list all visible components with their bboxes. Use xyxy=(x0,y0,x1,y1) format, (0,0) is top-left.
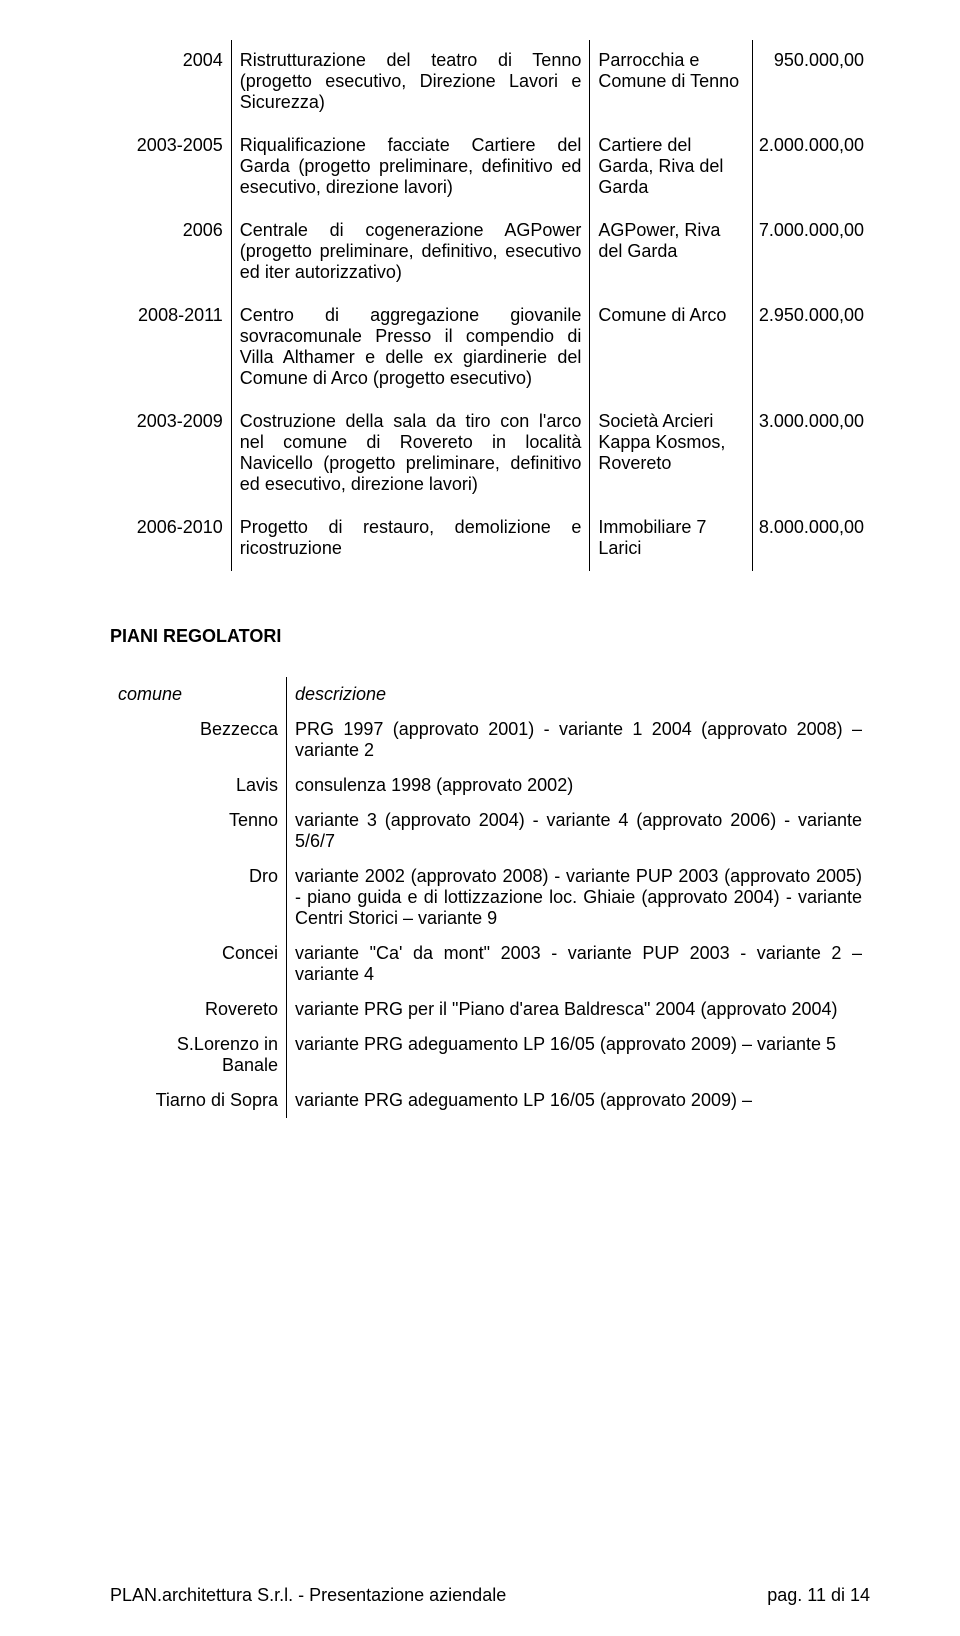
cell-comune: Concei xyxy=(110,936,287,992)
table-head-row: comune descrizione xyxy=(110,677,870,712)
head-comune: comune xyxy=(110,677,287,712)
cell-desc: variante 3 (approvato 2004) - variante 4… xyxy=(287,803,871,859)
cell-comune: Bezzecca xyxy=(110,712,287,768)
cell-client: Immobiliare 7 Larici xyxy=(590,507,753,571)
cell-desc: Centro di aggregazione giovanile sovraco… xyxy=(231,295,590,401)
table-row: 2003-2009 Costruzione della sala da tiro… xyxy=(110,401,870,507)
cell-desc: consulenza 1998 (approvato 2002) xyxy=(287,768,871,803)
cell-amount: 8.000.000,00 xyxy=(752,507,870,571)
footer-left: PLAN.architettura S.r.l. - Presentazione… xyxy=(110,1585,506,1606)
cell-desc: Costruzione della sala da tiro con l'arc… xyxy=(231,401,590,507)
cell-desc: PRG 1997 (approvato 2001) - variante 1 2… xyxy=(287,712,871,768)
cell-desc: Ristrutturazione del teatro di Tenno (pr… xyxy=(231,40,590,125)
table-row: Bezzecca PRG 1997 (approvato 2001) - var… xyxy=(110,712,870,768)
section-title: PIANI REGOLATORI xyxy=(110,626,870,647)
table-row: 2003-2005 Riqualificazione facciate Cart… xyxy=(110,125,870,210)
page: 2004 Ristrutturazione del teatro di Tenn… xyxy=(0,0,960,1636)
cell-year: 2008-2011 xyxy=(110,295,231,401)
table-row: Tenno variante 3 (approvato 2004) - vari… xyxy=(110,803,870,859)
cell-comune: Tiarno di Sopra xyxy=(110,1083,287,1118)
cell-desc: Progetto di restauro, demolizione e rico… xyxy=(231,507,590,571)
cell-comune: S.Lorenzo in Banale xyxy=(110,1027,287,1083)
table-row: Dro variante 2002 (approvato 2008) - var… xyxy=(110,859,870,936)
cell-amount: 3.000.000,00 xyxy=(752,401,870,507)
cell-client: Cartiere del Garda, Riva del Garda xyxy=(590,125,753,210)
table-row: 2004 Ristrutturazione del teatro di Tenn… xyxy=(110,40,870,125)
projects-table: 2004 Ristrutturazione del teatro di Tenn… xyxy=(110,40,870,571)
table-row: 2006 Centrale di cogenerazione AGPower (… xyxy=(110,210,870,295)
cell-client: Società Arcieri Kappa Kosmos, Rovereto xyxy=(590,401,753,507)
footer: PLAN.architettura S.r.l. - Presentazione… xyxy=(110,1585,870,1606)
cell-desc: Riqualificazione facciate Cartiere del G… xyxy=(231,125,590,210)
cell-amount: 2.000.000,00 xyxy=(752,125,870,210)
cell-comune: Dro xyxy=(110,859,287,936)
cell-comune: Tenno xyxy=(110,803,287,859)
cell-year: 2003-2005 xyxy=(110,125,231,210)
cell-desc: variante PRG per il "Piano d'area Baldre… xyxy=(287,992,871,1027)
footer-right: pag. 11 di 14 xyxy=(767,1585,870,1606)
cell-year: 2006-2010 xyxy=(110,507,231,571)
cell-client: Comune di Arco xyxy=(590,295,753,401)
table-row: Lavis consulenza 1998 (approvato 2002) xyxy=(110,768,870,803)
table-row: 2008-2011 Centro di aggregazione giovani… xyxy=(110,295,870,401)
cell-year: 2004 xyxy=(110,40,231,125)
cell-client: Parrocchia e Comune di Tenno xyxy=(590,40,753,125)
table-row: Concei variante "Ca' da mont" 2003 - var… xyxy=(110,936,870,992)
cell-comune: Lavis xyxy=(110,768,287,803)
cell-desc: variante PRG adeguamento LP 16/05 (appro… xyxy=(287,1027,871,1083)
cell-amount: 950.000,00 xyxy=(752,40,870,125)
cell-client: AGPower, Riva del Garda xyxy=(590,210,753,295)
table-row: S.Lorenzo in Banale variante PRG adeguam… xyxy=(110,1027,870,1083)
cell-desc: variante 2002 (approvato 2008) - variant… xyxy=(287,859,871,936)
table-row: Rovereto variante PRG per il "Piano d'ar… xyxy=(110,992,870,1027)
cell-amount: 2.950.000,00 xyxy=(752,295,870,401)
cell-year: 2006 xyxy=(110,210,231,295)
cell-desc: variante PRG adeguamento LP 16/05 (appro… xyxy=(287,1083,871,1118)
table-row: Tiarno di Sopra variante PRG adeguamento… xyxy=(110,1083,870,1118)
cell-desc: Centrale di cogenerazione AGPower (proge… xyxy=(231,210,590,295)
cell-amount: 7.000.000,00 xyxy=(752,210,870,295)
cell-year: 2003-2009 xyxy=(110,401,231,507)
cell-comune: Rovereto xyxy=(110,992,287,1027)
head-desc: descrizione xyxy=(287,677,871,712)
table-row: 2006-2010 Progetto di restauro, demolizi… xyxy=(110,507,870,571)
piani-table: comune descrizione Bezzecca PRG 1997 (ap… xyxy=(110,677,870,1118)
cell-desc: variante "Ca' da mont" 2003 - variante P… xyxy=(287,936,871,992)
